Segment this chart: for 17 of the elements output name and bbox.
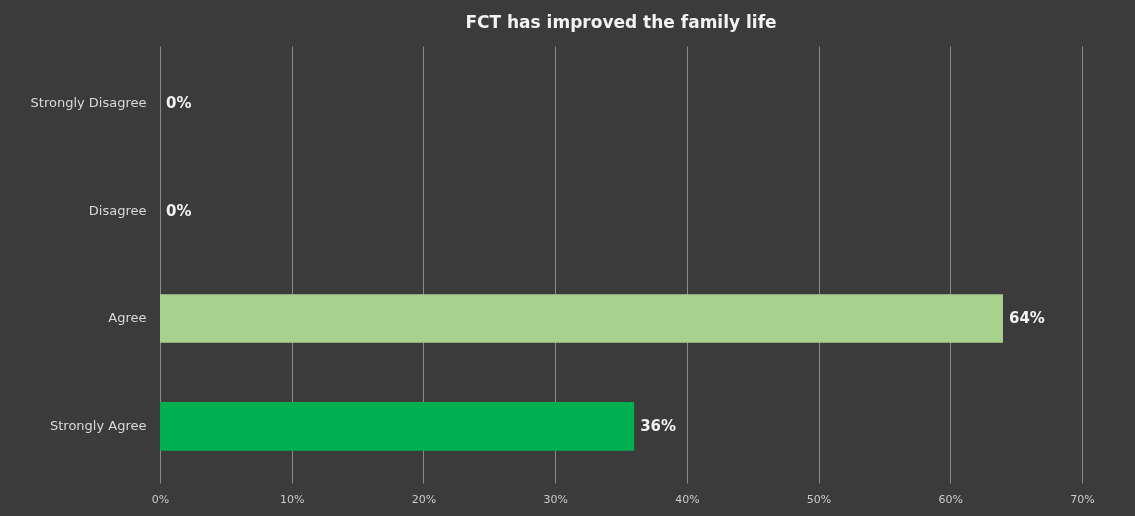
data-label: 36% xyxy=(640,417,677,436)
x-tick-label: 10% xyxy=(279,492,305,506)
chart-title: FCT has improved the family life xyxy=(465,12,777,32)
y-tick-label: Agree xyxy=(108,310,147,326)
x-tick-label: 40% xyxy=(675,492,700,506)
x-tick-label: 30% xyxy=(543,492,568,506)
y-tick-label: Strongly Agree xyxy=(50,418,147,434)
data-label: 0% xyxy=(166,201,192,220)
x-tick-label: 60% xyxy=(938,492,964,506)
data-label: 64% xyxy=(1008,309,1045,328)
x-tick-label: 0% xyxy=(151,492,170,506)
y-tick-label: Strongly Disagree xyxy=(30,94,147,110)
x-tick-label: 50% xyxy=(806,492,832,506)
x-tick-label: 70% xyxy=(1070,492,1095,506)
y-tick-label: Disagree xyxy=(88,202,147,218)
data-label: 0% xyxy=(166,93,192,112)
x-tick-label: 20% xyxy=(411,492,437,506)
